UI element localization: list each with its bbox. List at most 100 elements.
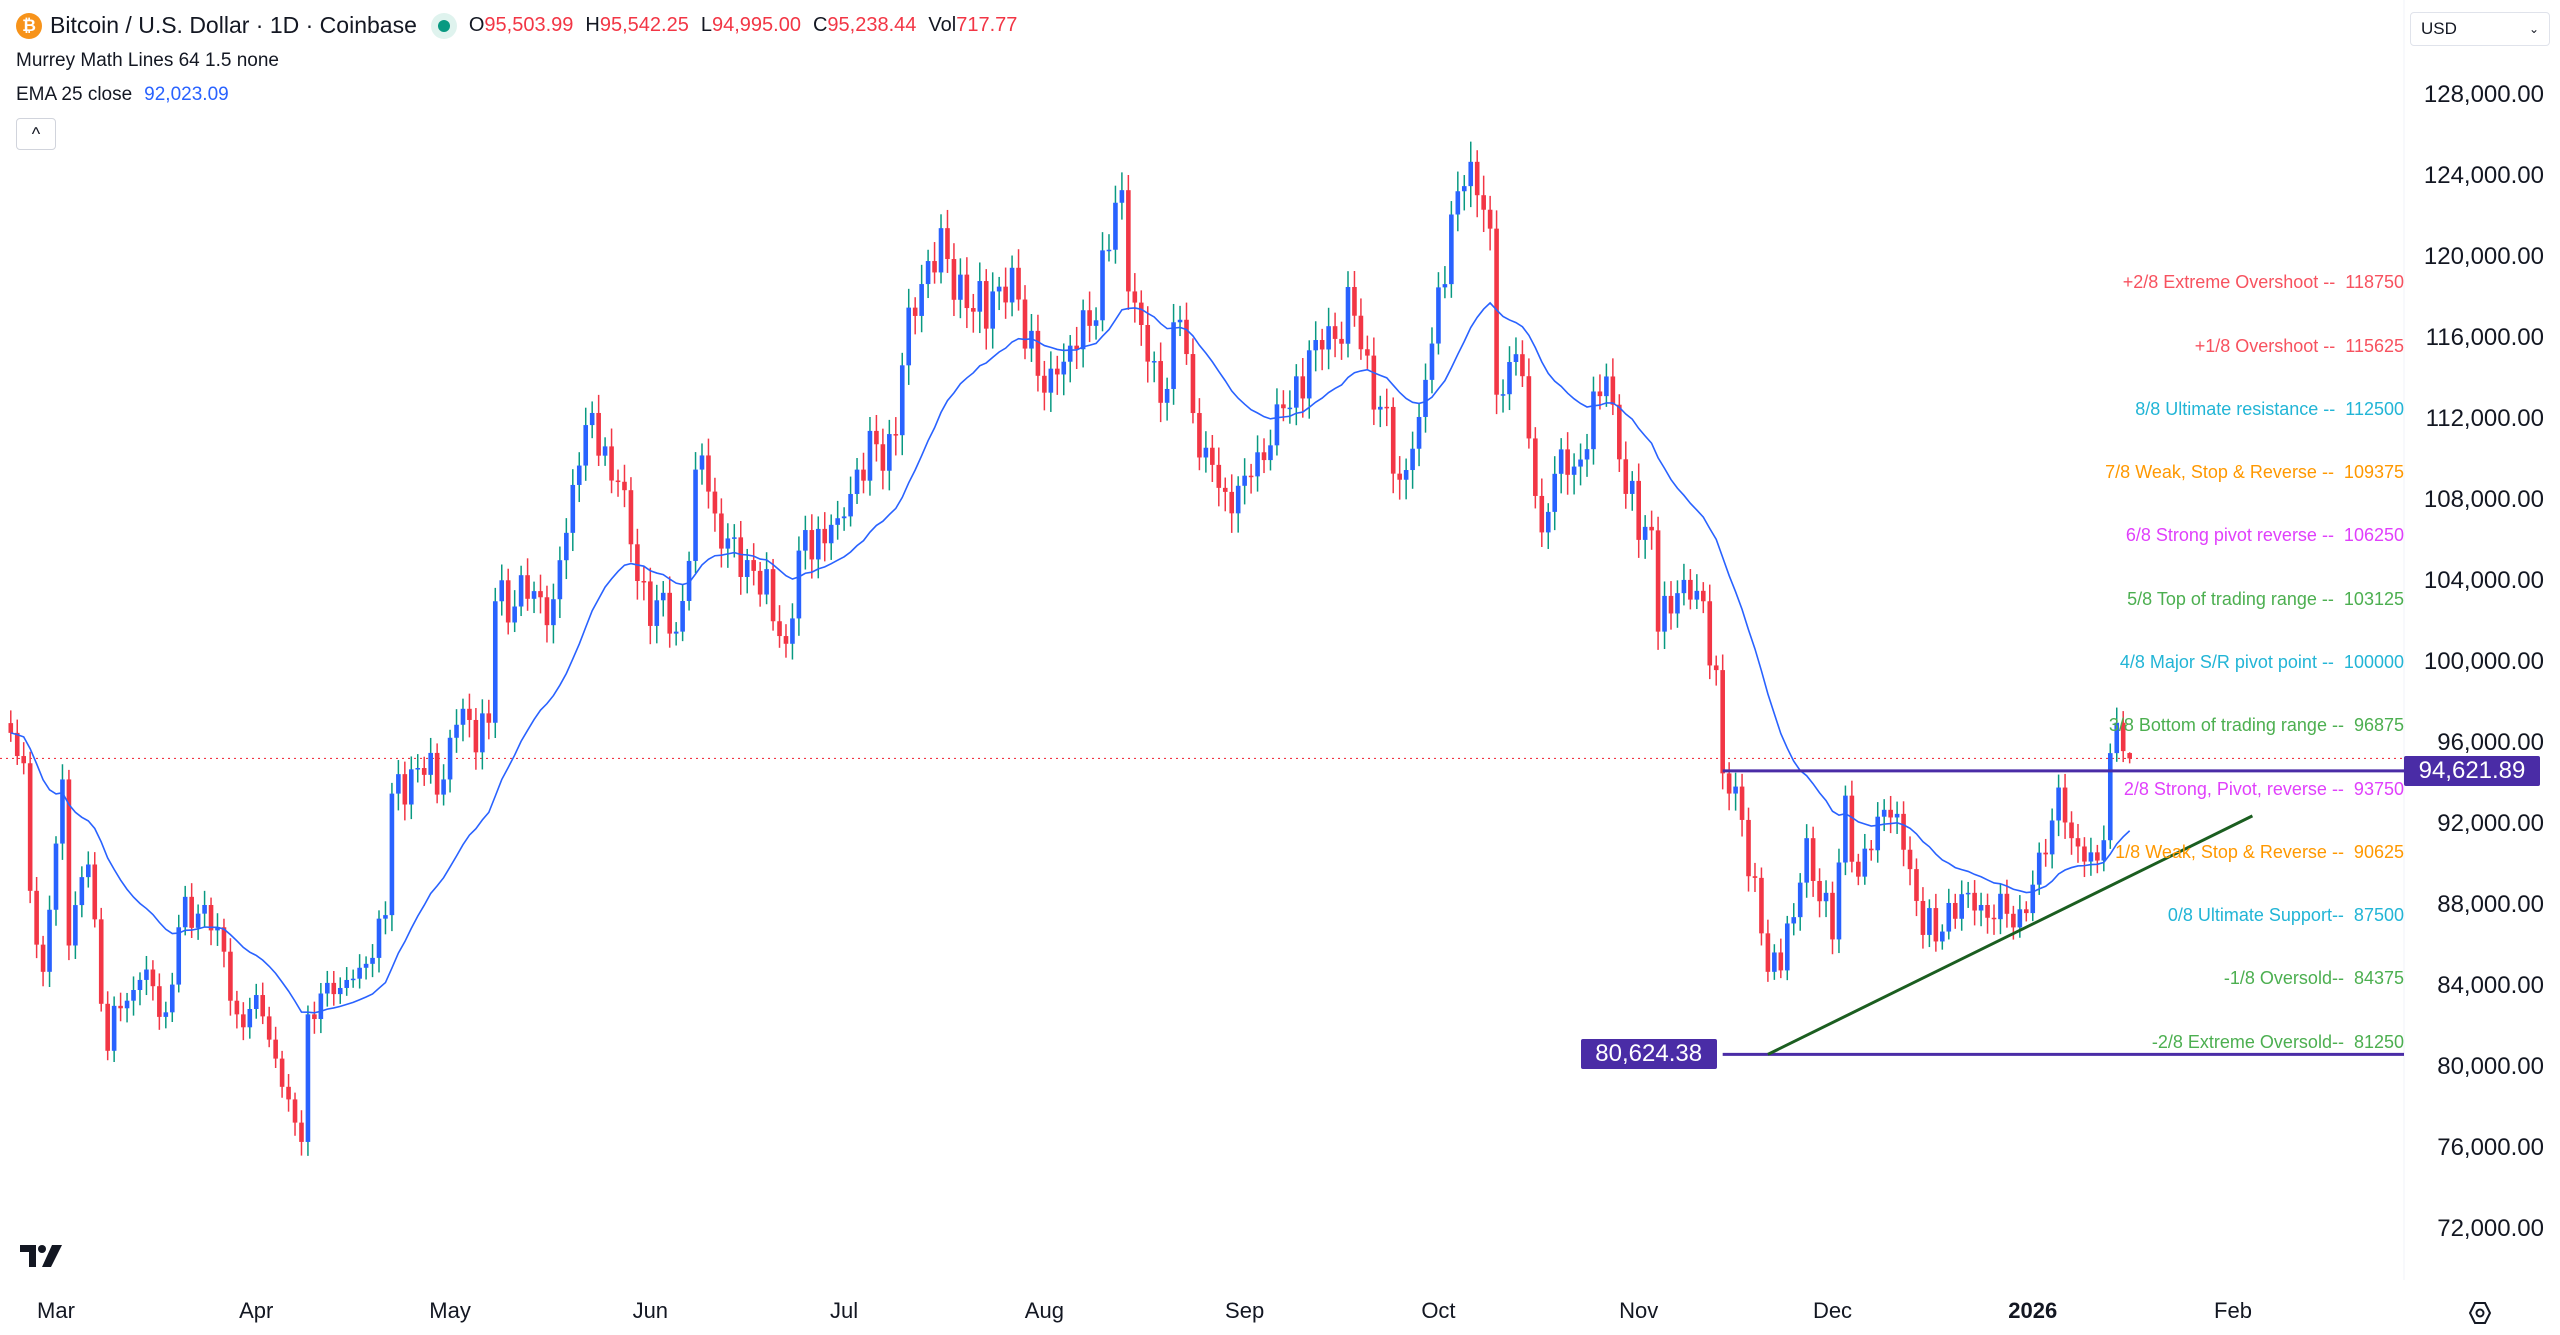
collapse-legend-button[interactable]: ^ — [16, 118, 56, 150]
candle-body — [1772, 952, 1777, 972]
candle-body — [518, 575, 524, 607]
support-trendline[interactable] — [1767, 814, 2254, 1056]
candle-body — [1778, 952, 1784, 971]
candle-body — [686, 560, 692, 601]
candle-body — [47, 909, 52, 972]
currency-select[interactable]: USD ⌄ — [2410, 12, 2550, 46]
ohlc-label: Vol — [928, 14, 957, 36]
candle-body — [1539, 495, 1545, 533]
currency-value: USD — [2421, 19, 2457, 38]
candle-body — [1390, 406, 1396, 474]
candle-body — [648, 581, 653, 626]
candle-body — [835, 518, 840, 525]
candle-body — [1009, 267, 1015, 303]
candle-body — [732, 537, 737, 539]
candle-body — [144, 969, 149, 980]
candle-body — [861, 469, 866, 481]
candle-body — [247, 1009, 253, 1028]
candle-body — [1617, 404, 1622, 460]
candle-body — [635, 544, 640, 581]
candle-body — [312, 1014, 317, 1020]
candle-body — [441, 779, 446, 795]
candle-body — [622, 481, 627, 491]
candle-body — [124, 1000, 130, 1009]
candle-body — [1507, 362, 1512, 395]
candle-body — [215, 927, 220, 931]
indicator-ema[interactable]: EMA 25 close 92,023.09 — [16, 84, 229, 106]
candle-body — [932, 261, 937, 273]
candle-body — [958, 274, 963, 300]
candle-body — [1132, 291, 1138, 303]
candle-body — [434, 752, 440, 795]
time-tick-label: 2026 — [2008, 1298, 2058, 1323]
candle-body — [325, 982, 330, 994]
candle-body — [1429, 343, 1435, 380]
candle-body — [318, 993, 324, 1020]
candle-body — [1184, 319, 1189, 355]
candle-body — [1914, 869, 1919, 901]
candle-body — [266, 1016, 272, 1040]
candle-body — [971, 308, 976, 312]
candle-body — [1571, 466, 1577, 475]
ohlc-value: 95,503.99 — [484, 14, 574, 36]
candle-body — [1449, 214, 1454, 285]
candle-body — [40, 944, 46, 972]
time-tick-label: Sep — [1225, 1298, 1265, 1323]
candle-body — [1119, 190, 1125, 203]
candle-body — [1093, 320, 1099, 326]
candle-body — [706, 455, 711, 492]
candle-body — [880, 444, 886, 471]
candle-body — [712, 491, 718, 514]
candle-body — [1959, 894, 1964, 919]
candle-body — [157, 986, 162, 1017]
candle-body — [589, 412, 595, 426]
ohlc-value: 94,995.00 — [711, 14, 801, 36]
indicator-murrey[interactable]: Murrey Math Lines 64 1.5 none — [16, 50, 279, 71]
price-tick-label: 100,000.00 — [2423, 648, 2544, 675]
candle-body — [1591, 391, 1596, 450]
price-tick-label: 88,000.00 — [2437, 891, 2544, 918]
candle-body — [1797, 882, 1803, 918]
candle-body — [1339, 338, 1344, 344]
candle-body — [1875, 816, 1881, 851]
time-tick-label: Dec — [1812, 1298, 1853, 1323]
candle-body — [2011, 913, 2016, 928]
candle-body — [996, 286, 1002, 292]
candle-body — [305, 1014, 311, 1142]
candle-body — [1952, 902, 1958, 919]
candle-body — [60, 779, 65, 844]
candle-body — [2082, 846, 2087, 862]
candle-body — [596, 412, 601, 456]
candle-body — [815, 528, 821, 560]
time-tick-label: Oct — [1421, 1298, 1456, 1323]
candle-body — [1726, 773, 1732, 794]
candle-body — [2127, 753, 2132, 759]
candle-body — [1701, 590, 1706, 602]
candle-body — [1281, 404, 1286, 409]
ema-line — [10, 301, 2131, 1014]
candle-body — [383, 915, 388, 919]
candle-body — [1048, 368, 1054, 393]
candle-body — [609, 446, 614, 481]
ohlc-value: 95,238.44 — [827, 14, 917, 36]
candle-body — [150, 969, 156, 987]
candle-body — [396, 774, 401, 794]
candle-body — [919, 284, 924, 316]
candle-body — [1933, 908, 1939, 942]
candle-body — [1022, 299, 1028, 349]
candle-body — [363, 963, 369, 968]
settings-icon[interactable] — [2467, 1300, 2493, 1326]
candle-body — [273, 1039, 278, 1059]
candle-body — [893, 434, 899, 436]
symbol-title[interactable]: Bitcoin / U.S. Dollar · 1D · Coinbase — [50, 12, 417, 38]
time-tick-label: Mar — [37, 1298, 75, 1323]
candle-body — [1991, 917, 1997, 920]
tradingview-logo-icon[interactable] — [20, 1243, 66, 1269]
candle-body — [1029, 330, 1034, 349]
candle-body — [1151, 361, 1157, 363]
candle-body — [189, 896, 194, 928]
candle-body — [21, 756, 26, 764]
candle-body — [751, 560, 756, 571]
candle-body — [1423, 379, 1428, 417]
